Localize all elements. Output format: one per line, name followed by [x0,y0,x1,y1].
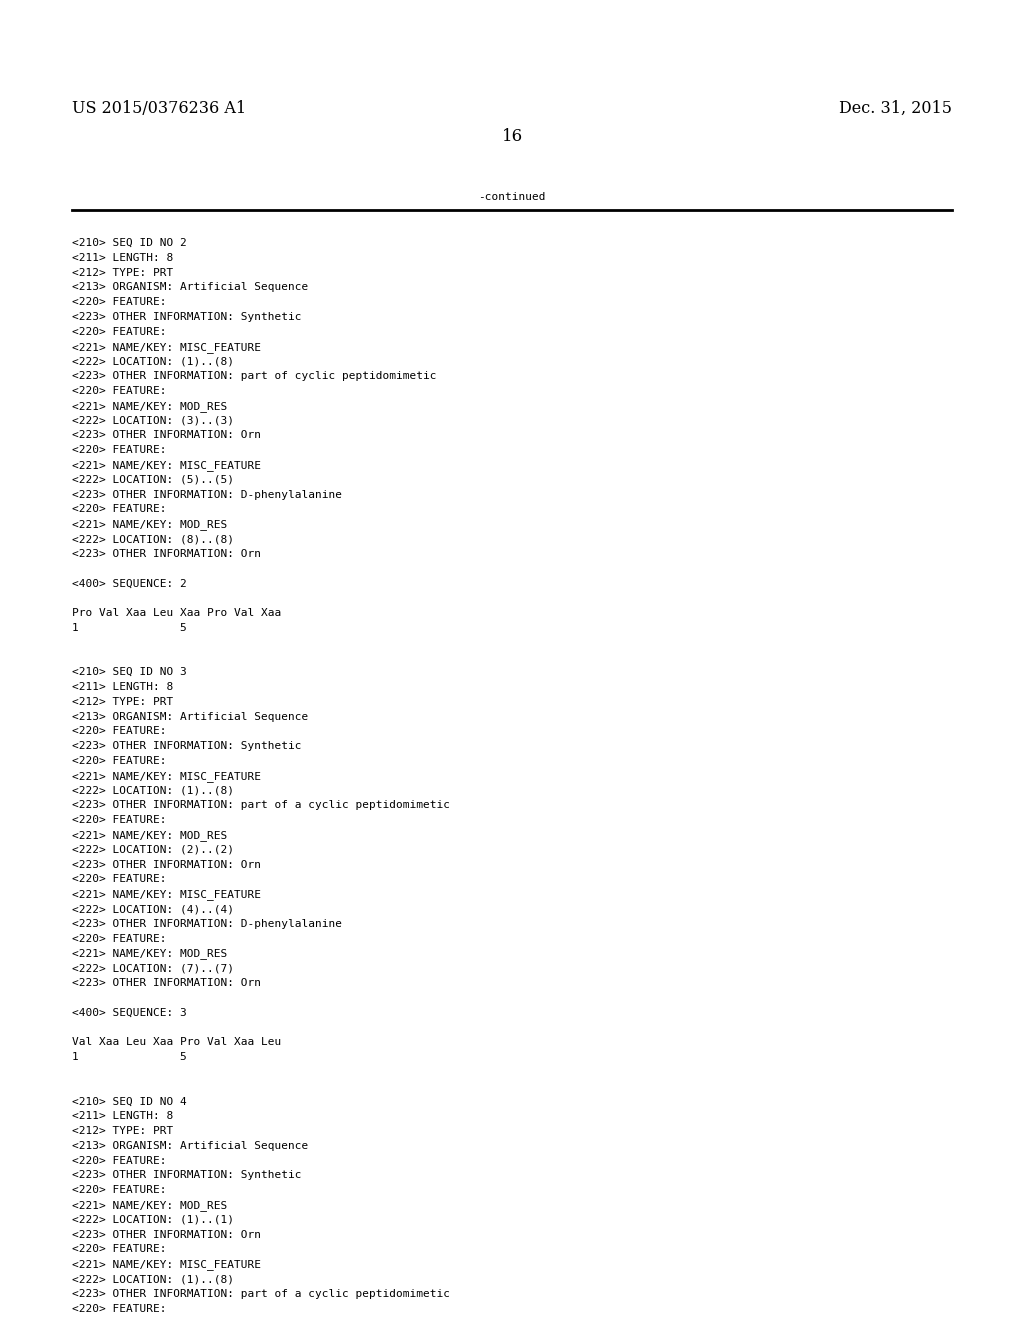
Text: <223> OTHER INFORMATION: part of cyclic peptidomimetic: <223> OTHER INFORMATION: part of cyclic … [72,371,436,381]
Text: <221> NAME/KEY: MOD_RES: <221> NAME/KEY: MOD_RES [72,1200,227,1210]
Text: <221> NAME/KEY: MOD_RES: <221> NAME/KEY: MOD_RES [72,948,227,960]
Text: <220> FEATURE:: <220> FEATURE: [72,297,167,308]
Text: <223> OTHER INFORMATION: Orn: <223> OTHER INFORMATION: Orn [72,549,261,558]
Text: <211> LENGTH: 8: <211> LENGTH: 8 [72,253,173,263]
Text: <223> OTHER INFORMATION: D-phenylalanine: <223> OTHER INFORMATION: D-phenylalanine [72,490,342,499]
Text: <210> SEQ ID NO 2: <210> SEQ ID NO 2 [72,238,186,248]
Text: <221> NAME/KEY: MISC_FEATURE: <221> NAME/KEY: MISC_FEATURE [72,890,261,900]
Text: <220> FEATURE:: <220> FEATURE: [72,756,167,766]
Text: 1               5: 1 5 [72,623,186,632]
Text: <221> NAME/KEY: MOD_RES: <221> NAME/KEY: MOD_RES [72,401,227,412]
Text: <221> NAME/KEY: MISC_FEATURE: <221> NAME/KEY: MISC_FEATURE [72,342,261,352]
Text: <222> LOCATION: (8)..(8): <222> LOCATION: (8)..(8) [72,535,234,544]
Text: <212> TYPE: PRT: <212> TYPE: PRT [72,268,173,277]
Text: <223> OTHER INFORMATION: Synthetic: <223> OTHER INFORMATION: Synthetic [72,742,301,751]
Text: <220> FEATURE:: <220> FEATURE: [72,504,167,515]
Text: Val Xaa Leu Xaa Pro Val Xaa Leu: Val Xaa Leu Xaa Pro Val Xaa Leu [72,1038,282,1047]
Text: <220> FEATURE:: <220> FEATURE: [72,816,167,825]
Text: 1               5: 1 5 [72,1052,186,1063]
Text: <222> LOCATION: (5)..(5): <222> LOCATION: (5)..(5) [72,475,234,484]
Text: <221> NAME/KEY: MOD_RES: <221> NAME/KEY: MOD_RES [72,519,227,531]
Text: <223> OTHER INFORMATION: part of a cyclic peptidomimetic: <223> OTHER INFORMATION: part of a cycli… [72,800,450,810]
Text: <223> OTHER INFORMATION: Orn: <223> OTHER INFORMATION: Orn [72,859,261,870]
Text: <213> ORGANISM: Artificial Sequence: <213> ORGANISM: Artificial Sequence [72,1140,308,1151]
Text: <221> NAME/KEY: MOD_RES: <221> NAME/KEY: MOD_RES [72,830,227,841]
Text: <222> LOCATION: (1)..(1): <222> LOCATION: (1)..(1) [72,1214,234,1225]
Text: Dec. 31, 2015: Dec. 31, 2015 [839,100,952,117]
Text: <211> LENGTH: 8: <211> LENGTH: 8 [72,682,173,692]
Text: <210> SEQ ID NO 3: <210> SEQ ID NO 3 [72,667,186,677]
Text: <400> SEQUENCE: 3: <400> SEQUENCE: 3 [72,1007,186,1018]
Text: <223> OTHER INFORMATION: Synthetic: <223> OTHER INFORMATION: Synthetic [72,312,301,322]
Text: Pro Val Xaa Leu Xaa Pro Val Xaa: Pro Val Xaa Leu Xaa Pro Val Xaa [72,609,282,618]
Text: <213> ORGANISM: Artificial Sequence: <213> ORGANISM: Artificial Sequence [72,711,308,722]
Text: <221> NAME/KEY: MISC_FEATURE: <221> NAME/KEY: MISC_FEATURE [72,1259,261,1270]
Text: US 2015/0376236 A1: US 2015/0376236 A1 [72,100,246,117]
Text: <212> TYPE: PRT: <212> TYPE: PRT [72,1126,173,1137]
Text: <222> LOCATION: (3)..(3): <222> LOCATION: (3)..(3) [72,416,234,425]
Text: <213> ORGANISM: Artificial Sequence: <213> ORGANISM: Artificial Sequence [72,282,308,293]
Text: -continued: -continued [478,191,546,202]
Text: <223> OTHER INFORMATION: part of a cyclic peptidomimetic: <223> OTHER INFORMATION: part of a cycli… [72,1288,450,1299]
Text: <220> FEATURE:: <220> FEATURE: [72,1245,167,1254]
Text: <220> FEATURE:: <220> FEATURE: [72,385,167,396]
Text: 16: 16 [502,128,522,145]
Text: <212> TYPE: PRT: <212> TYPE: PRT [72,697,173,706]
Text: <220> FEATURE:: <220> FEATURE: [72,1304,167,1313]
Text: <220> FEATURE:: <220> FEATURE: [72,874,167,884]
Text: <222> LOCATION: (1)..(8): <222> LOCATION: (1)..(8) [72,785,234,796]
Text: <211> LENGTH: 8: <211> LENGTH: 8 [72,1111,173,1121]
Text: <223> OTHER INFORMATION: D-phenylalanine: <223> OTHER INFORMATION: D-phenylalanine [72,919,342,929]
Text: <220> FEATURE:: <220> FEATURE: [72,1185,167,1195]
Text: <210> SEQ ID NO 4: <210> SEQ ID NO 4 [72,1097,186,1106]
Text: <400> SEQUENCE: 2: <400> SEQUENCE: 2 [72,578,186,589]
Text: <223> OTHER INFORMATION: Orn: <223> OTHER INFORMATION: Orn [72,430,261,441]
Text: <220> FEATURE:: <220> FEATURE: [72,933,167,944]
Text: <220> FEATURE:: <220> FEATURE: [72,445,167,455]
Text: <222> LOCATION: (7)..(7): <222> LOCATION: (7)..(7) [72,964,234,973]
Text: <220> FEATURE:: <220> FEATURE: [72,327,167,337]
Text: <222> LOCATION: (1)..(8): <222> LOCATION: (1)..(8) [72,356,234,367]
Text: <222> LOCATION: (2)..(2): <222> LOCATION: (2)..(2) [72,845,234,855]
Text: <223> OTHER INFORMATION: Orn: <223> OTHER INFORMATION: Orn [72,978,261,987]
Text: <220> FEATURE:: <220> FEATURE: [72,726,167,737]
Text: <223> OTHER INFORMATION: Orn: <223> OTHER INFORMATION: Orn [72,1230,261,1239]
Text: <220> FEATURE:: <220> FEATURE: [72,1155,167,1166]
Text: <223> OTHER INFORMATION: Synthetic: <223> OTHER INFORMATION: Synthetic [72,1171,301,1180]
Text: <221> NAME/KEY: MISC_FEATURE: <221> NAME/KEY: MISC_FEATURE [72,459,261,471]
Text: <222> LOCATION: (4)..(4): <222> LOCATION: (4)..(4) [72,904,234,913]
Text: <222> LOCATION: (1)..(8): <222> LOCATION: (1)..(8) [72,1274,234,1284]
Text: <221> NAME/KEY: MISC_FEATURE: <221> NAME/KEY: MISC_FEATURE [72,771,261,781]
